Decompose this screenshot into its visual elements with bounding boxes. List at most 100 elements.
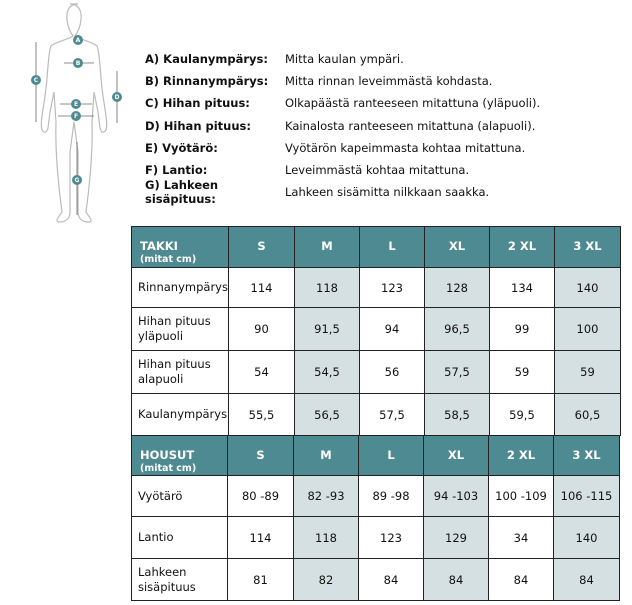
table-row: Hihan pituus yläpuoli 90 91,5 94 96,5 99 100 <box>131 307 621 351</box>
legend-key: B) Rinnanympärys: <box>145 74 269 89</box>
measure-name: Lantio <box>131 516 228 559</box>
body-outline <box>40 3 108 223</box>
measure-value: 99 <box>488 307 555 351</box>
measure-value: 114 <box>227 516 294 559</box>
measure-value: 59 <box>553 350 621 394</box>
measure-value: 89 -98 <box>358 475 424 517</box>
measure-name: Hihan pituus alapuoli <box>131 350 229 394</box>
measure-value: 59 <box>488 350 555 394</box>
legend-item: C) Hihan pituus: Olkapäästä ranteeseen mi… <box>145 92 540 114</box>
measure-value: 34 <box>488 516 554 559</box>
measure-value: 114 <box>227 267 295 308</box>
measure-value: 100 <box>553 307 621 351</box>
measure-value: 54,5 <box>293 350 360 394</box>
table-header-row: HOUSUT (mitat cm) S M L XL 2 XL 3 XL <box>131 435 620 476</box>
svg-text:G: G <box>75 177 80 184</box>
table-row: Kaulanympärys 55,5 56,5 57,5 58,5 59,5 60,5 <box>131 393 621 436</box>
body-measurement-figure: A B C D EF G <box>31 3 122 223</box>
housut-size-table: HOUSUT (mitat cm) S M L XL 2 XL 3 XL Vyötärö 80 -… <box>131 435 620 601</box>
measure-value: 82 -93 <box>293 475 359 517</box>
svg-text:C: C <box>34 77 39 84</box>
legend-key: A) Kaulanympärys: <box>145 52 268 67</box>
table-title: HOUSUT (mitat cm) <box>131 435 228 476</box>
measure-value: 56,5 <box>293 393 360 436</box>
legend-desc: Kainalosta ranteeseen mitattuna (alapuol… <box>285 118 536 133</box>
legend-desc: Vyötärön kapeimmasta kohtaa mitattuna. <box>285 140 526 155</box>
size-header: XL <box>423 226 490 268</box>
table-title: TAKKI (mitat cm) <box>131 226 229 268</box>
measure-value: 84 <box>488 558 554 601</box>
legend-desc: Mitta kaulan ympäri. <box>285 52 404 67</box>
size-header: 2 XL <box>488 435 554 476</box>
measure-value: 96,5 <box>423 307 490 351</box>
table-row: Hihan pituus alapuoli 54 54,5 56 57,5 59 59 <box>131 350 621 394</box>
legend-desc: Lahkeen sisämitta nilkkaan saakka. <box>285 185 490 200</box>
measure-value: 55,5 <box>227 393 295 436</box>
legend-key: G) Lahkeen sisäpituus: <box>145 178 219 207</box>
legend-key: C) Hihan pituus: <box>145 96 250 111</box>
measure-value: 60,5 <box>553 393 621 436</box>
measure-value: 118 <box>293 267 360 308</box>
measure-value: 94 <box>358 307 425 351</box>
legend-key: F) Lantio: <box>145 163 208 178</box>
legend-item: B) Rinnanympärys: Mitta rinnan leveimmäst… <box>145 70 540 92</box>
measure-value: 129 <box>423 516 489 559</box>
measure-value: 84 <box>423 558 489 601</box>
measure-name: Rinnanympärys <box>131 267 229 308</box>
measure-value: 82 <box>293 558 359 601</box>
legend-item: A) Kaulanympärys: Mitta kaulan ympäri. <box>145 48 540 70</box>
legend-item: F) Lantio: Leveimmästä kohtaa mitattuna. <box>145 159 540 181</box>
size-header: S <box>227 435 294 476</box>
measure-value: 123 <box>358 267 425 308</box>
svg-text:A: A <box>76 37 81 44</box>
measure-value: 57,5 <box>358 393 425 436</box>
svg-text:B: B <box>76 60 81 67</box>
measure-value: 58,5 <box>423 393 490 436</box>
measure-value: 118 <box>293 516 359 559</box>
table-row: Vyötärö 80 -89 82 -93 89 -98 94 -103 100 -109… <box>131 475 620 517</box>
size-header: 3 XL <box>553 226 621 268</box>
legend-key: E) Vyötärö: <box>145 140 218 155</box>
size-header: L <box>358 226 425 268</box>
measure-value: 106 -115 <box>553 475 620 517</box>
svg-text:F: F <box>74 113 78 120</box>
size-header: 2 XL <box>488 226 555 268</box>
size-header: L <box>358 435 424 476</box>
measure-value: 81 <box>227 558 294 601</box>
size-header: S <box>227 226 295 268</box>
measure-value: 140 <box>553 267 621 308</box>
table-row: Lantio 114 118 123 129 34 140 <box>131 516 620 559</box>
measure-value: 140 <box>553 516 620 559</box>
size-header: XL <box>423 435 489 476</box>
measure-name: Lahkeen sisäpituus <box>131 558 228 601</box>
measure-value: 84 <box>358 558 424 601</box>
measure-value: 128 <box>423 267 490 308</box>
legend-desc: Leveimmästä kohtaa mitattuna. <box>285 163 470 178</box>
unit-label: (mitat cm) <box>140 254 197 265</box>
measure-value: 100 -109 <box>488 475 554 517</box>
svg-text:E: E <box>74 101 78 108</box>
measure-value: 57,5 <box>423 350 490 394</box>
measure-value: 91,5 <box>293 307 360 351</box>
size-header: M <box>293 226 360 268</box>
takki-size-table: TAKKI (mitat cm) S M L XL 2 XL 3 XL Rinnanympäry… <box>131 226 621 436</box>
measure-name: Kaulanympärys <box>131 393 229 436</box>
measure-value: 56 <box>358 350 425 394</box>
measure-value: 123 <box>358 516 424 559</box>
legend-item: G) Lahkeen sisäpituus: Lahkeen sisämitta … <box>145 178 540 207</box>
table-row: Lahkeen sisäpituus 81 82 84 84 84 84 <box>131 558 620 601</box>
table-row: Rinnanympärys 114 118 123 128 134 140 <box>131 267 621 308</box>
size-header: 3 XL <box>553 435 620 476</box>
measure-value: 80 -89 <box>227 475 294 517</box>
measure-name: Hihan pituus yläpuoli <box>131 307 229 351</box>
legend-desc: Mitta rinnan leveimmästä kohdasta. <box>285 74 493 89</box>
measurement-legend: A) Kaulanympärys: Mitta kaulan ympäri. B) … <box>145 48 540 207</box>
measure-value: 59,5 <box>488 393 555 436</box>
marker-icons <box>31 35 122 185</box>
legend-item: E) Vyötärö: Vyötärön kapeimmasta kohtaa m… <box>145 137 540 159</box>
legend-key: D) Hihan pituus: <box>145 118 251 133</box>
measure-value: 54 <box>227 350 295 394</box>
legend-item: D) Hihan pituus: Kainalosta ranteeseen mi… <box>145 115 540 137</box>
legend-desc: Olkapäästä ranteeseen mitattuna (yläpuol… <box>285 96 541 111</box>
measure-name: Vyötärö <box>131 475 228 517</box>
